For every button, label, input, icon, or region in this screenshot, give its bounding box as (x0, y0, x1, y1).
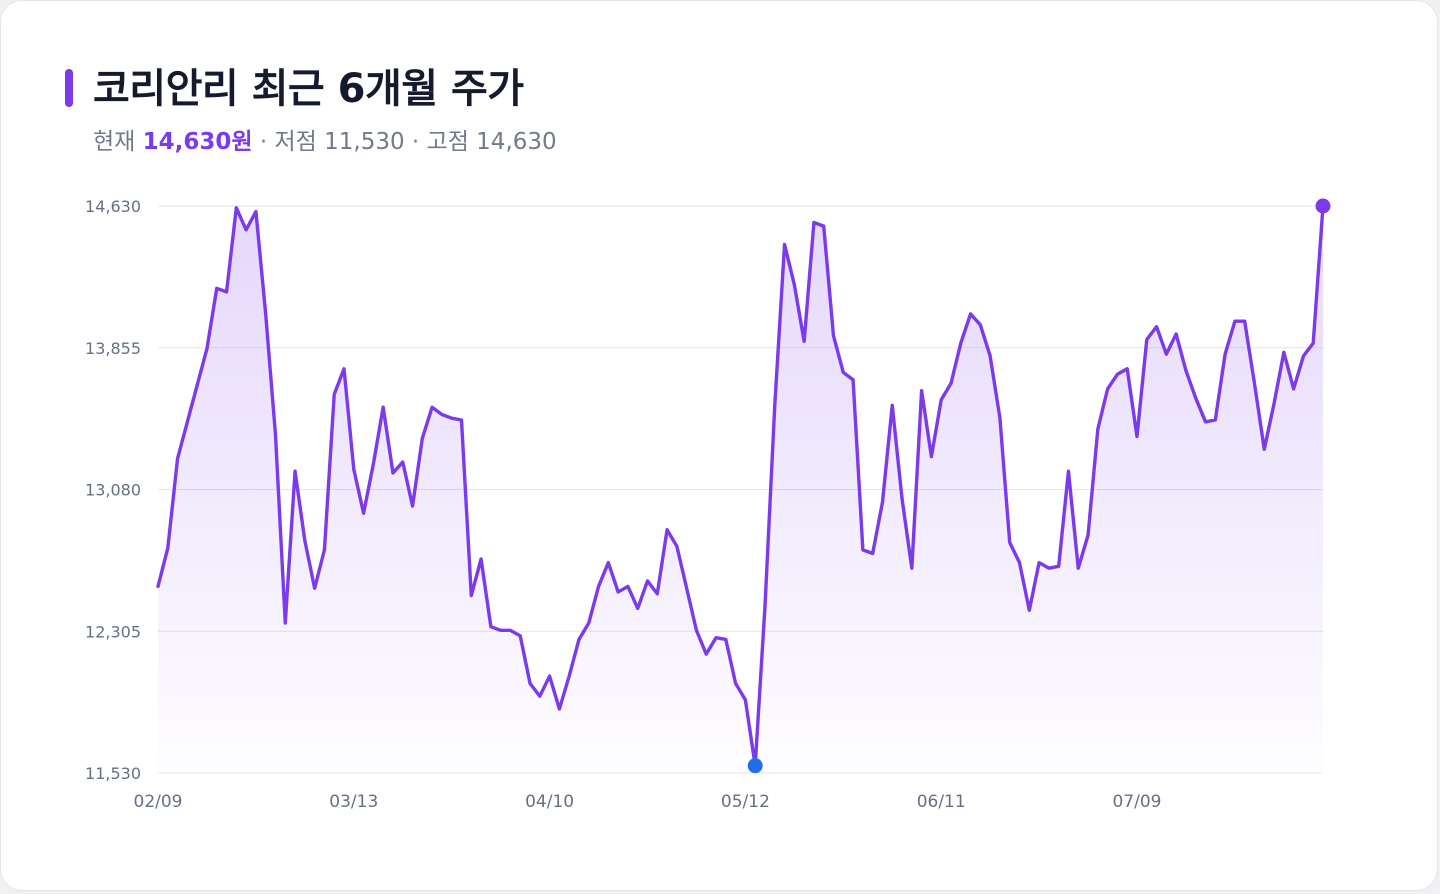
price-line (156, 204, 1325, 768)
x-tick-label: 05/12 (721, 792, 770, 812)
y-tick-label: 13,855 (85, 339, 141, 358)
separator: · (404, 129, 427, 155)
low-point-marker (747, 758, 763, 774)
chart-title: 코리안리 최근 6개월 주가 (93, 66, 524, 112)
y-tick-label: 12,305 (85, 622, 141, 641)
x-tick-label: 04/10 (525, 792, 574, 812)
x-tick-label: 07/09 (1112, 792, 1161, 812)
price-area (158, 206, 1323, 773)
current-price: 14,630원 (142, 129, 253, 155)
price-summary: 현재 14,630원 · 저점 11,530 · 고점 14,630 (93, 127, 557, 157)
x-axis: 02/09 03/13 04/10 05/12 06/11 07/09 (134, 792, 1162, 812)
markers (747, 198, 1331, 774)
x-tick-label: 06/11 (917, 792, 966, 812)
y-tick-label: 13,080 (85, 481, 141, 500)
x-tick-label: 03/13 (329, 792, 378, 812)
separator: · (252, 129, 275, 155)
y-axis: 11,530 12,305 13,080 13,855 14,630 (85, 197, 141, 783)
y-tick-label: 14,630 (85, 197, 141, 216)
low-price: 저점 11,530 (274, 129, 405, 155)
y-tick-label: 11,530 (85, 764, 141, 783)
current-label: 현재 (93, 129, 136, 155)
x-tick-label: 02/09 (134, 792, 183, 812)
high-price: 고점 14,630 (426, 129, 557, 155)
high-point-marker (1315, 198, 1331, 214)
title-accent-bar (65, 69, 73, 107)
